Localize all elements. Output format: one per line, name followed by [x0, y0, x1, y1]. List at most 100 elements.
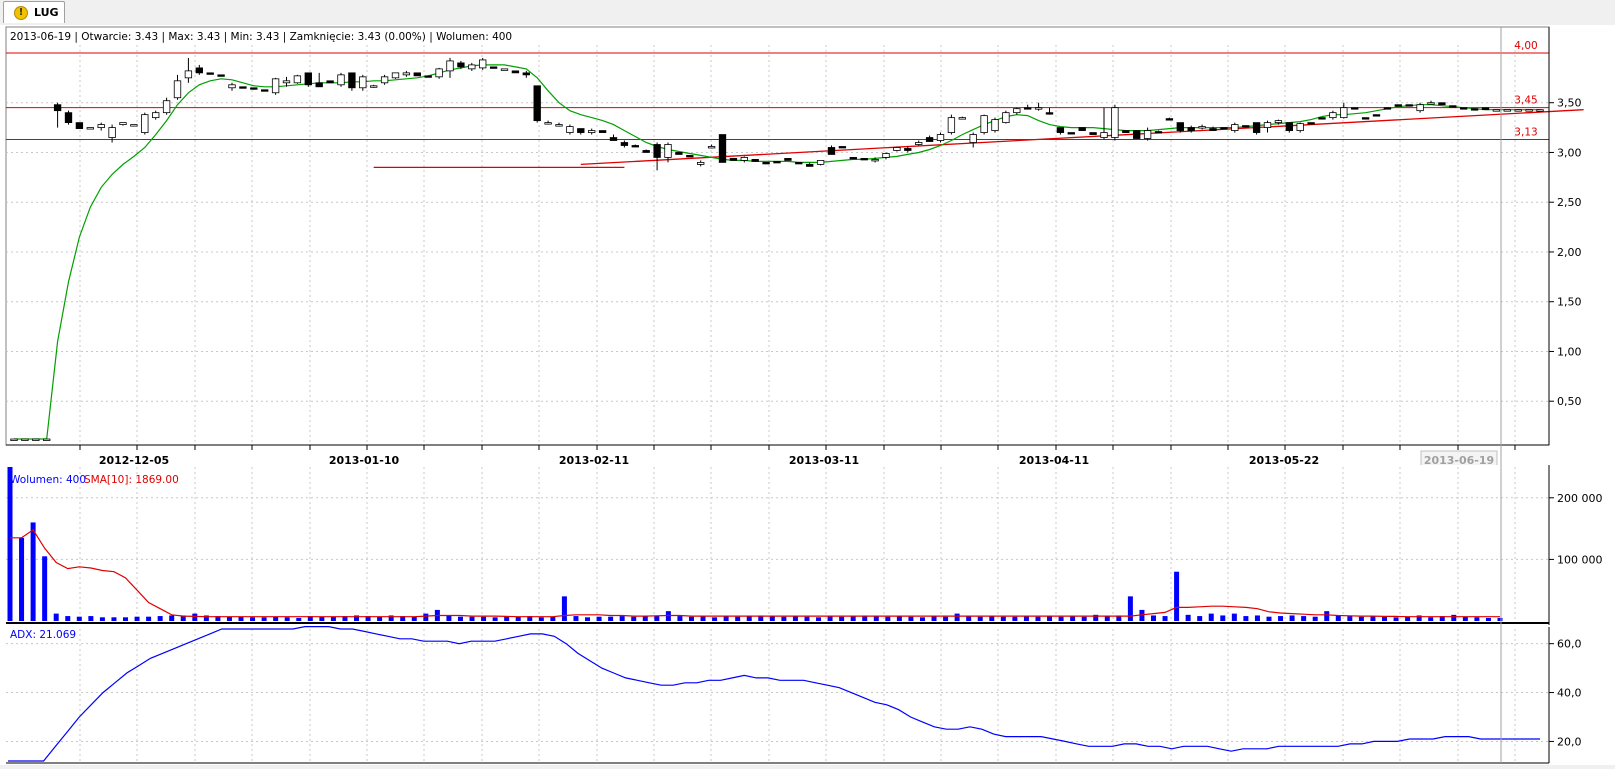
candle: [1067, 132, 1075, 135]
candle: [795, 162, 803, 165]
volume-bar: [307, 616, 313, 621]
chart-area[interactable]: 2013-06-19 | Otwarcie: 3.43 | Max: 3.43 …: [0, 25, 1615, 765]
candle: [697, 160, 705, 167]
candle-body-up: [915, 142, 923, 145]
chart-svg[interactable]: 2013-06-19 | Otwarcie: 3.43 | Max: 3.43 …: [0, 25, 1615, 765]
volume-bar: [596, 616, 602, 621]
candle: [1024, 104, 1032, 110]
volume-bar: [169, 615, 175, 621]
candle: [980, 114, 988, 135]
candle-body-down: [773, 161, 781, 164]
horizontal-lines: 4,00 3,45 3,13: [6, 40, 1549, 141]
candle: [1361, 117, 1370, 120]
candle-body-down: [598, 130, 607, 133]
volume-bar: [192, 613, 198, 621]
candle: [1449, 105, 1457, 108]
candle: [511, 70, 520, 74]
volume-bar: [250, 617, 256, 621]
warning-icon: !: [14, 6, 28, 20]
candle: [271, 77, 280, 95]
volume-bar: [1104, 616, 1110, 621]
price-y-tick-label: 3,00: [1557, 146, 1582, 159]
volume-bar: [1174, 571, 1180, 621]
candle-body-up: [1340, 107, 1348, 119]
volume-bar: [330, 616, 336, 621]
volume-bar: [654, 615, 660, 621]
candle-body-down: [686, 155, 694, 158]
candle-body-down: [1351, 107, 1359, 110]
candle: [206, 72, 214, 75]
volume-bar: [1081, 616, 1087, 621]
candle-body-up: [1427, 102, 1435, 105]
candle-body-up: [119, 122, 127, 126]
candle: [1318, 117, 1326, 120]
candle: [1198, 124, 1206, 130]
candle-body-down: [217, 74, 225, 77]
volume-bar: [1439, 616, 1445, 621]
volume-bar: [1000, 616, 1006, 621]
candle-body-down: [1242, 125, 1250, 128]
candle: [631, 144, 639, 148]
candle: [500, 68, 509, 71]
candle: [871, 157, 879, 163]
volume-bar: [989, 616, 995, 621]
volume-bar: [538, 617, 544, 621]
volume-bar: [30, 522, 36, 621]
candle: [1383, 107, 1392, 110]
candle-body-up: [707, 146, 716, 149]
volume-bar: [1358, 616, 1364, 621]
candle-body-down: [1187, 127, 1195, 131]
candle-body-down: [1307, 122, 1315, 125]
candle: [228, 82, 236, 91]
candle-body-down: [1154, 131, 1163, 134]
candle-body-up: [740, 157, 748, 161]
adx-legend: ADX: 21.069: [10, 629, 76, 641]
adx-panel[interactable]: [6, 627, 1549, 763]
candle: [489, 66, 498, 69]
candle-body-down: [762, 162, 770, 165]
candle-body-down: [1133, 130, 1141, 139]
candle-body-down: [1056, 127, 1065, 133]
candle: [370, 84, 378, 88]
candle: [173, 74, 182, 100]
volume-bar: [1428, 617, 1434, 621]
candle: [130, 124, 138, 127]
candle: [522, 70, 530, 78]
volume-bar: [481, 616, 487, 621]
candle-body-down: [642, 150, 650, 153]
volume-bar: [804, 616, 810, 621]
candle-body-up: [1514, 109, 1522, 112]
volume-sma-line: [10, 528, 1500, 618]
candle: [577, 128, 585, 135]
candle-body-up: [1231, 124, 1239, 131]
candle: [1089, 132, 1097, 135]
candle-body-up: [32, 438, 40, 441]
volume-panel[interactable]: [6, 465, 1549, 625]
adx-polyline: [8, 625, 1540, 762]
candle-body-up: [1525, 109, 1533, 112]
candle: [1372, 114, 1381, 117]
candle: [773, 161, 781, 164]
volume-bar: [677, 616, 683, 621]
candle: [827, 145, 836, 155]
volume-legend: Wolumen: 400: [10, 474, 86, 486]
candle: [424, 75, 432, 78]
candle-body-down: [239, 86, 247, 89]
volume-bar: [284, 617, 290, 621]
candle-body-down: [1220, 127, 1228, 130]
volume-bar: [1474, 617, 1480, 621]
candle-body-up: [1143, 130, 1152, 139]
candle: [1209, 126, 1217, 131]
candle: [1525, 109, 1533, 112]
candle-body-up: [1274, 120, 1283, 124]
volume-bar: [515, 616, 521, 621]
candle-body-up: [282, 80, 291, 84]
candle-body-up: [141, 114, 149, 133]
tab-lug[interactable]: ! LUG: [3, 1, 65, 23]
price-panel[interactable]: [5, 26, 1550, 446]
candle: [1394, 104, 1402, 107]
candle-body-down: [326, 80, 334, 84]
candle-body-down: [75, 122, 84, 129]
volume-y-tick-label: 200 000: [1557, 492, 1603, 505]
candle-body-up: [1034, 107, 1043, 110]
